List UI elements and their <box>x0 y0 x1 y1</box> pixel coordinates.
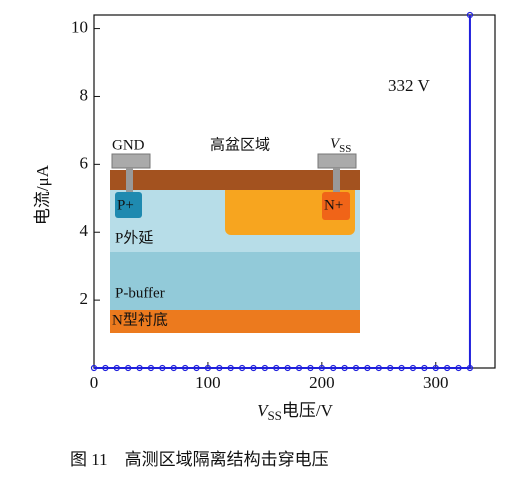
n-sub-layer <box>110 310 360 333</box>
series-line <box>94 15 471 369</box>
vss-pad <box>317 153 357 169</box>
vss-contact <box>333 168 340 192</box>
data-point <box>125 364 132 372</box>
p-epi-label: P外延 <box>115 229 153 246</box>
data-point <box>421 364 428 372</box>
data-point <box>398 364 405 372</box>
vss-main: V <box>330 136 341 152</box>
data-point <box>90 364 98 372</box>
data-point <box>182 364 189 372</box>
x-axis-label: VSS电压/V <box>257 401 334 423</box>
y-tick-label: 6 <box>80 153 89 172</box>
inset-title: 高盆区域 <box>210 136 270 153</box>
data-point <box>364 364 371 372</box>
data-point <box>216 364 223 372</box>
data-point <box>204 364 212 372</box>
p-buffer-layer <box>110 252 360 310</box>
y-axis-label: 电流/μA <box>33 164 52 225</box>
x-label-rest: 电压/V <box>282 401 334 420</box>
y-tick-label: 4 <box>80 221 89 240</box>
x-tick-label: 200 <box>309 373 335 392</box>
data-point <box>159 364 166 372</box>
vss-sub: SS <box>339 143 351 155</box>
annotation: 332 V <box>388 76 430 95</box>
oxide-layer <box>110 170 360 190</box>
data-point <box>375 364 382 372</box>
data-point <box>136 364 143 372</box>
data-point <box>432 364 439 372</box>
x-label-main: V <box>257 401 270 420</box>
n-sub-label: N型衬底 <box>112 311 168 328</box>
n-plus-region <box>322 192 350 220</box>
data-point <box>284 364 291 372</box>
data-point <box>147 364 155 372</box>
data-point <box>409 364 417 372</box>
data-point <box>318 364 325 372</box>
data-point <box>102 364 109 372</box>
data-point <box>261 364 268 372</box>
data-point <box>341 364 348 372</box>
y-tick-label: 10 <box>71 17 88 36</box>
y-tick-label: 2 <box>80 289 89 308</box>
data-point <box>193 364 200 372</box>
x-label-sub: SS <box>267 408 281 423</box>
data-point <box>307 364 314 372</box>
gnd-contact <box>126 168 133 192</box>
data-point <box>295 364 303 372</box>
x-tick-label: 0 <box>90 373 99 392</box>
data-point <box>466 364 474 372</box>
data-point <box>387 364 394 372</box>
data-point <box>273 364 280 372</box>
data-point <box>455 364 462 372</box>
data-point <box>466 11 474 19</box>
gnd-label: GND <box>112 137 145 153</box>
n-plus-label: N+ <box>324 197 343 213</box>
p-buffer-label: P-buffer <box>115 285 165 301</box>
data-point <box>352 364 360 372</box>
x-tick-label: 100 <box>195 373 221 392</box>
data-point <box>444 364 451 372</box>
vss-label: VSS <box>330 136 351 154</box>
data-point <box>238 364 246 372</box>
data-point <box>170 364 177 372</box>
gnd-pad <box>111 153 151 169</box>
y-tick-label: 8 <box>80 85 89 104</box>
p-plus-label: P+ <box>117 197 134 213</box>
caption: 图 11 高测区域隔离结构击穿电压 <box>70 450 329 469</box>
p-plus-region <box>115 192 142 218</box>
data-point <box>250 364 257 372</box>
data-point <box>113 364 120 372</box>
inset-diagram: GND VSS 高盆区域 P+ N+ P外延 P-buffer N型衬底 <box>110 136 360 333</box>
data-point <box>330 364 337 372</box>
data-point <box>227 364 234 372</box>
x-tick-label: 300 <box>423 373 449 392</box>
